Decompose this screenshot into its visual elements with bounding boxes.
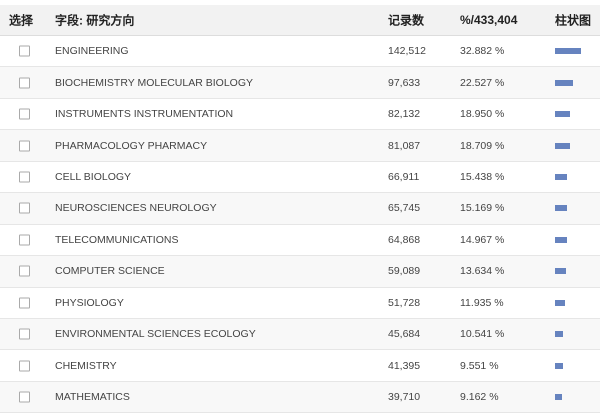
row-checkbox[interactable] (19, 140, 30, 152)
row-record-count: 51,728 (388, 296, 421, 309)
row-bar (555, 111, 571, 118)
row-bar (555, 142, 570, 149)
header-field[interactable]: 字段: 研究方向 (55, 13, 135, 28)
table-row: MATHEMATICS 39,710 9.162 % (0, 381, 600, 413)
row-percent: 13.634 % (460, 265, 505, 278)
row-percent: 15.169 % (460, 202, 505, 215)
row-record-count: 39,710 (388, 391, 421, 404)
row-bar (555, 394, 563, 401)
row-field-name: ENVIRONMENTAL SCIENCES ECOLOGY (55, 328, 256, 341)
row-percent: 32.882 % (460, 45, 505, 58)
row-checkbox[interactable] (19, 360, 30, 372)
row-checkbox[interactable] (19, 77, 30, 89)
row-percent: 11.935 % (460, 296, 504, 309)
header-records[interactable]: 记录数 (388, 13, 425, 28)
row-bar (555, 48, 582, 55)
row-bar (555, 236, 567, 243)
row-field-name: CELL BIOLOGY (55, 170, 132, 183)
header-bar-chart: 柱状图 (555, 13, 592, 28)
row-checkbox[interactable] (19, 202, 30, 214)
table-row: ENGINEERING 142,512 32.882 % (0, 36, 600, 68)
table-row: CELL BIOLOGY 66,911 15.438 % (0, 162, 600, 194)
research-area-table: 选择 字段: 研究方向 记录数 %/433,404 柱状图 ENGINEERIN… (0, 5, 600, 413)
row-bar (555, 205, 568, 212)
table-row: CHEMISTRY 41,395 9.551 % (0, 350, 600, 382)
row-percent: 18.950 % (460, 108, 505, 121)
row-field-name: ENGINEERING (55, 45, 129, 58)
row-bar (555, 299, 565, 306)
row-record-count: 64,868 (388, 233, 421, 246)
row-bar (555, 79, 574, 86)
row-percent: 22.527 % (460, 76, 505, 89)
row-bar (555, 362, 563, 369)
row-record-count: 142,512 (388, 45, 426, 58)
row-record-count: 45,684 (388, 328, 421, 341)
row-field-name: NEUROSCIENCES NEUROLOGY (55, 202, 217, 215)
row-record-count: 59,089 (388, 265, 421, 278)
row-field-name: PHARMACOLOGY PHARMACY (55, 139, 208, 152)
header-percent: %/433,404 (460, 13, 518, 27)
row-checkbox[interactable] (19, 45, 30, 57)
row-record-count: 81,087 (388, 139, 421, 152)
row-checkbox[interactable] (19, 391, 30, 403)
row-checkbox[interactable] (19, 328, 30, 340)
table-row: NEUROSCIENCES NEUROLOGY 65,745 15.169 % (0, 193, 600, 225)
table-row: COMPUTER SCIENCE 59,089 13.634 % (0, 256, 600, 288)
table-row: INSTRUMENTS INSTRUMENTATION 82,132 18.950 … (0, 99, 600, 131)
table-row: TELECOMMUNICATIONS 64,868 14.967 % (0, 225, 600, 257)
table-row: ENVIRONMENTAL SCIENCES ECOLOGY 45,684 10.5… (0, 318, 600, 351)
row-percent: 9.551 % (460, 359, 499, 372)
row-record-count: 97,633 (388, 76, 421, 89)
row-bar (555, 268, 566, 275)
row-checkbox[interactable] (19, 171, 30, 183)
row-percent: 10.541 % (460, 328, 505, 341)
row-percent: 18.709 % (460, 139, 505, 152)
row-bar (555, 173, 568, 180)
table-row: BIOCHEMISTRY MOLECULAR BIOLOGY 97,633 22.5… (0, 67, 600, 99)
row-record-count: 82,132 (388, 108, 421, 121)
row-field-name: TELECOMMUNICATIONS (55, 233, 179, 246)
row-record-count: 41,395 (388, 359, 421, 372)
row-field-name: BIOCHEMISTRY MOLECULAR BIOLOGY (55, 76, 253, 89)
row-field-name: MATHEMATICS (55, 391, 130, 404)
row-checkbox[interactable] (19, 265, 30, 277)
row-percent: 15.438 % (460, 170, 505, 183)
row-percent: 14.967 % (460, 233, 505, 246)
row-field-name: COMPUTER SCIENCE (55, 265, 165, 278)
table-header: 选择 字段: 研究方向 记录数 %/433,404 柱状图 (0, 5, 600, 36)
header-select: 选择 (9, 13, 34, 28)
row-percent: 9.162 % (460, 391, 499, 404)
row-field-name: CHEMISTRY (55, 359, 117, 372)
row-checkbox[interactable] (19, 108, 30, 120)
row-bar (555, 331, 564, 338)
row-checkbox[interactable] (19, 234, 30, 246)
row-field-name: PHYSIOLOGY (55, 296, 124, 309)
row-field-name: INSTRUMENTS INSTRUMENTATION (55, 108, 234, 121)
table-row: PHYSIOLOGY 51,728 11.935 % (0, 288, 600, 319)
row-record-count: 65,745 (388, 202, 421, 215)
row-checkbox[interactable] (19, 297, 30, 309)
row-record-count: 66,911 (388, 170, 420, 183)
table-row: PHARMACOLOGY PHARMACY 81,087 18.709 % (0, 130, 600, 162)
